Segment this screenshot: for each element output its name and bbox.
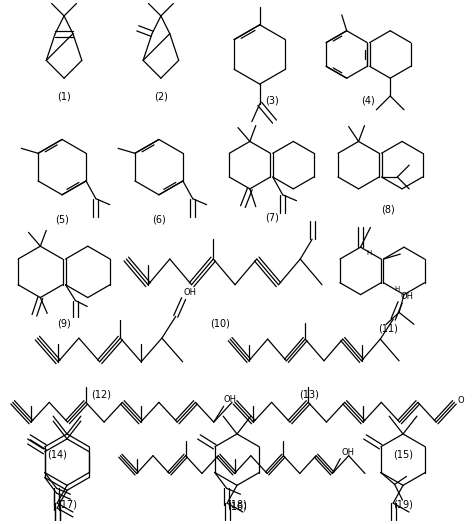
Text: (16): (16) bbox=[227, 501, 247, 511]
Text: (2): (2) bbox=[154, 91, 168, 101]
Text: (1): (1) bbox=[57, 91, 71, 101]
Text: OH: OH bbox=[400, 291, 413, 301]
Text: OH: OH bbox=[183, 288, 197, 297]
Text: OH: OH bbox=[341, 447, 354, 457]
Text: (12): (12) bbox=[91, 389, 111, 399]
Text: (18): (18) bbox=[227, 499, 247, 509]
Text: (6): (6) bbox=[152, 214, 166, 225]
Text: H: H bbox=[395, 286, 400, 292]
Text: (5): (5) bbox=[55, 214, 69, 225]
Text: H: H bbox=[366, 250, 372, 256]
Text: (9): (9) bbox=[57, 319, 71, 329]
Text: (11): (11) bbox=[378, 323, 398, 333]
Text: (17): (17) bbox=[57, 499, 77, 509]
Text: (8): (8) bbox=[381, 205, 395, 215]
Text: (4): (4) bbox=[362, 96, 375, 106]
Text: (13): (13) bbox=[299, 389, 319, 399]
Text: (15): (15) bbox=[393, 450, 413, 460]
Text: (10): (10) bbox=[210, 319, 230, 329]
Text: (3): (3) bbox=[264, 96, 278, 106]
Text: (19): (19) bbox=[393, 499, 413, 509]
Text: O: O bbox=[457, 396, 464, 405]
Text: (14): (14) bbox=[47, 450, 67, 460]
Text: (7): (7) bbox=[264, 213, 279, 223]
Text: OH: OH bbox=[224, 395, 237, 405]
